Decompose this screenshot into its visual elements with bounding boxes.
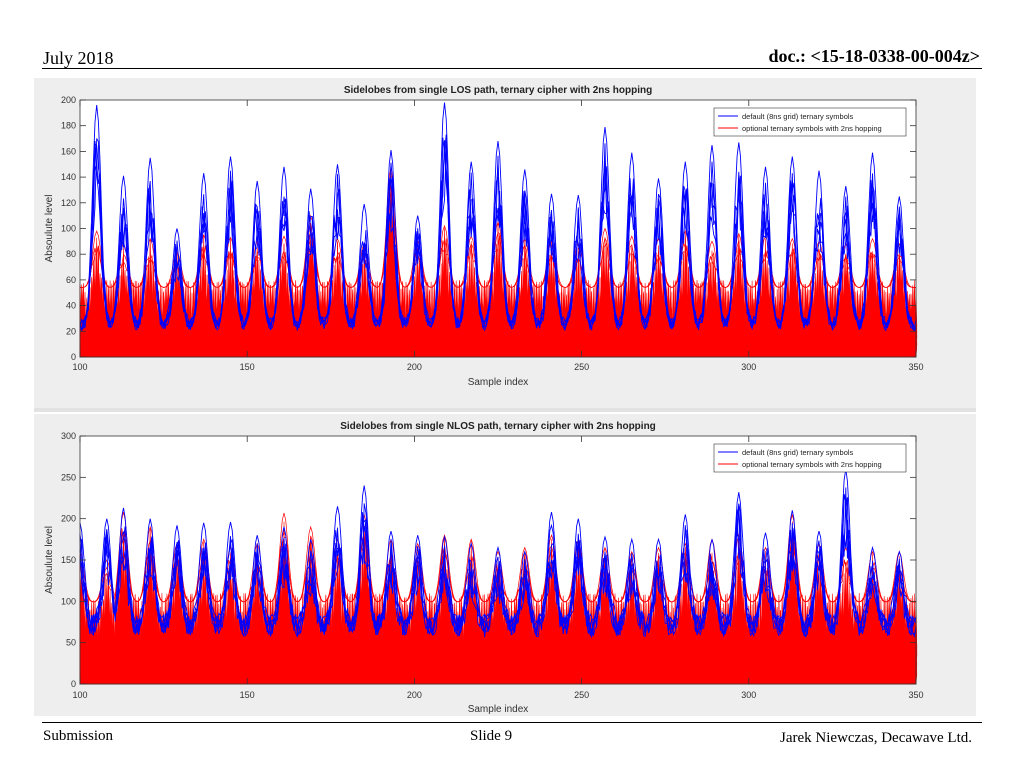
- header-doc-id: doc.: <15-18-0338-00-004z>: [768, 46, 980, 66]
- footer-author: Jarek Niewczas, Decawave Ltd.: [780, 730, 972, 746]
- y-tick-label: 200: [61, 514, 76, 524]
- legend-box: [713, 443, 907, 473]
- legend-label: default (8ns grid) ternary symbols: [742, 448, 854, 457]
- y-tick-label: 180: [61, 121, 76, 131]
- y-tick-label: 300: [61, 431, 76, 441]
- chart-title: Sidelobes from single NLOS path, ternary…: [340, 421, 656, 432]
- chart-los: Sidelobes from single LOS path, ternary …: [44, 85, 924, 388]
- chart-title: Sidelobes from single LOS path, ternary …: [344, 85, 652, 96]
- y-tick-label: 250: [61, 472, 76, 482]
- x-tick-label: 100: [72, 362, 87, 372]
- y-tick-label: 0: [71, 679, 76, 689]
- legend-label: optional ternary symbols with 2ns hoppin…: [742, 460, 882, 469]
- series-default-group: [79, 469, 917, 639]
- legend-label: optional ternary symbols with 2ns hoppin…: [742, 124, 882, 133]
- x-axis-label: Sample index: [468, 704, 529, 715]
- footer-rule: [42, 722, 982, 723]
- y-tick-label: 200: [61, 95, 76, 105]
- panel-separator: [34, 408, 976, 412]
- footer-submission: Submission: [43, 728, 114, 744]
- x-tick-label: 200: [407, 362, 422, 372]
- y-tick-label: 0: [71, 352, 76, 362]
- header-rule: [42, 68, 982, 69]
- y-axis-label: Absoulute level: [44, 526, 55, 594]
- y-tick-label: 160: [61, 146, 76, 156]
- header-date: July 2018: [43, 48, 114, 68]
- chart-panel-nlos: Sidelobes from single NLOS path, ternary…: [34, 414, 976, 716]
- x-axis-label: Sample index: [468, 377, 529, 388]
- y-tick-label: 80: [66, 249, 76, 259]
- legend-box: [713, 107, 907, 137]
- y-tick-label: 20: [66, 326, 76, 336]
- x-tick-label: 150: [240, 690, 255, 700]
- y-tick-label: 50: [66, 638, 76, 648]
- legend-label: default (8ns grid) ternary symbols: [742, 112, 854, 121]
- x-tick-label: 300: [741, 690, 756, 700]
- series-optional-group: [79, 166, 918, 358]
- y-tick-label: 140: [61, 172, 76, 182]
- series-default-trace: [79, 140, 917, 331]
- series-optional-group: [79, 512, 918, 685]
- x-tick-label: 100: [72, 690, 87, 700]
- series-default-trace: [79, 493, 917, 638]
- x-tick-label: 350: [908, 690, 923, 700]
- x-tick-label: 250: [574, 362, 589, 372]
- series-default-trace: [79, 487, 917, 639]
- y-tick-label: 40: [66, 301, 76, 311]
- y-tick-label: 120: [61, 198, 76, 208]
- x-tick-label: 250: [574, 690, 589, 700]
- x-tick-label: 350: [908, 362, 923, 372]
- y-tick-label: 150: [61, 555, 76, 565]
- series-default-group: [79, 102, 917, 332]
- chart-nlos: Sidelobes from single NLOS path, ternary…: [44, 421, 924, 715]
- x-tick-label: 200: [407, 690, 422, 700]
- y-tick-label: 100: [61, 596, 76, 606]
- y-tick-label: 100: [61, 224, 76, 234]
- x-tick-label: 150: [240, 362, 255, 372]
- y-axis-label: Absoulute level: [44, 195, 55, 263]
- x-tick-label: 300: [741, 362, 756, 372]
- y-tick-label: 60: [66, 275, 76, 285]
- legend: default (8ns grid) ternary symbols option…: [713, 443, 907, 473]
- legend: default (8ns grid) ternary symbols option…: [713, 107, 907, 137]
- series-optional-outline: [80, 177, 916, 288]
- footer-slide-number: Slide 9: [470, 728, 513, 744]
- chart-panel-los: Sidelobes from single LOS path, ternary …: [34, 78, 976, 408]
